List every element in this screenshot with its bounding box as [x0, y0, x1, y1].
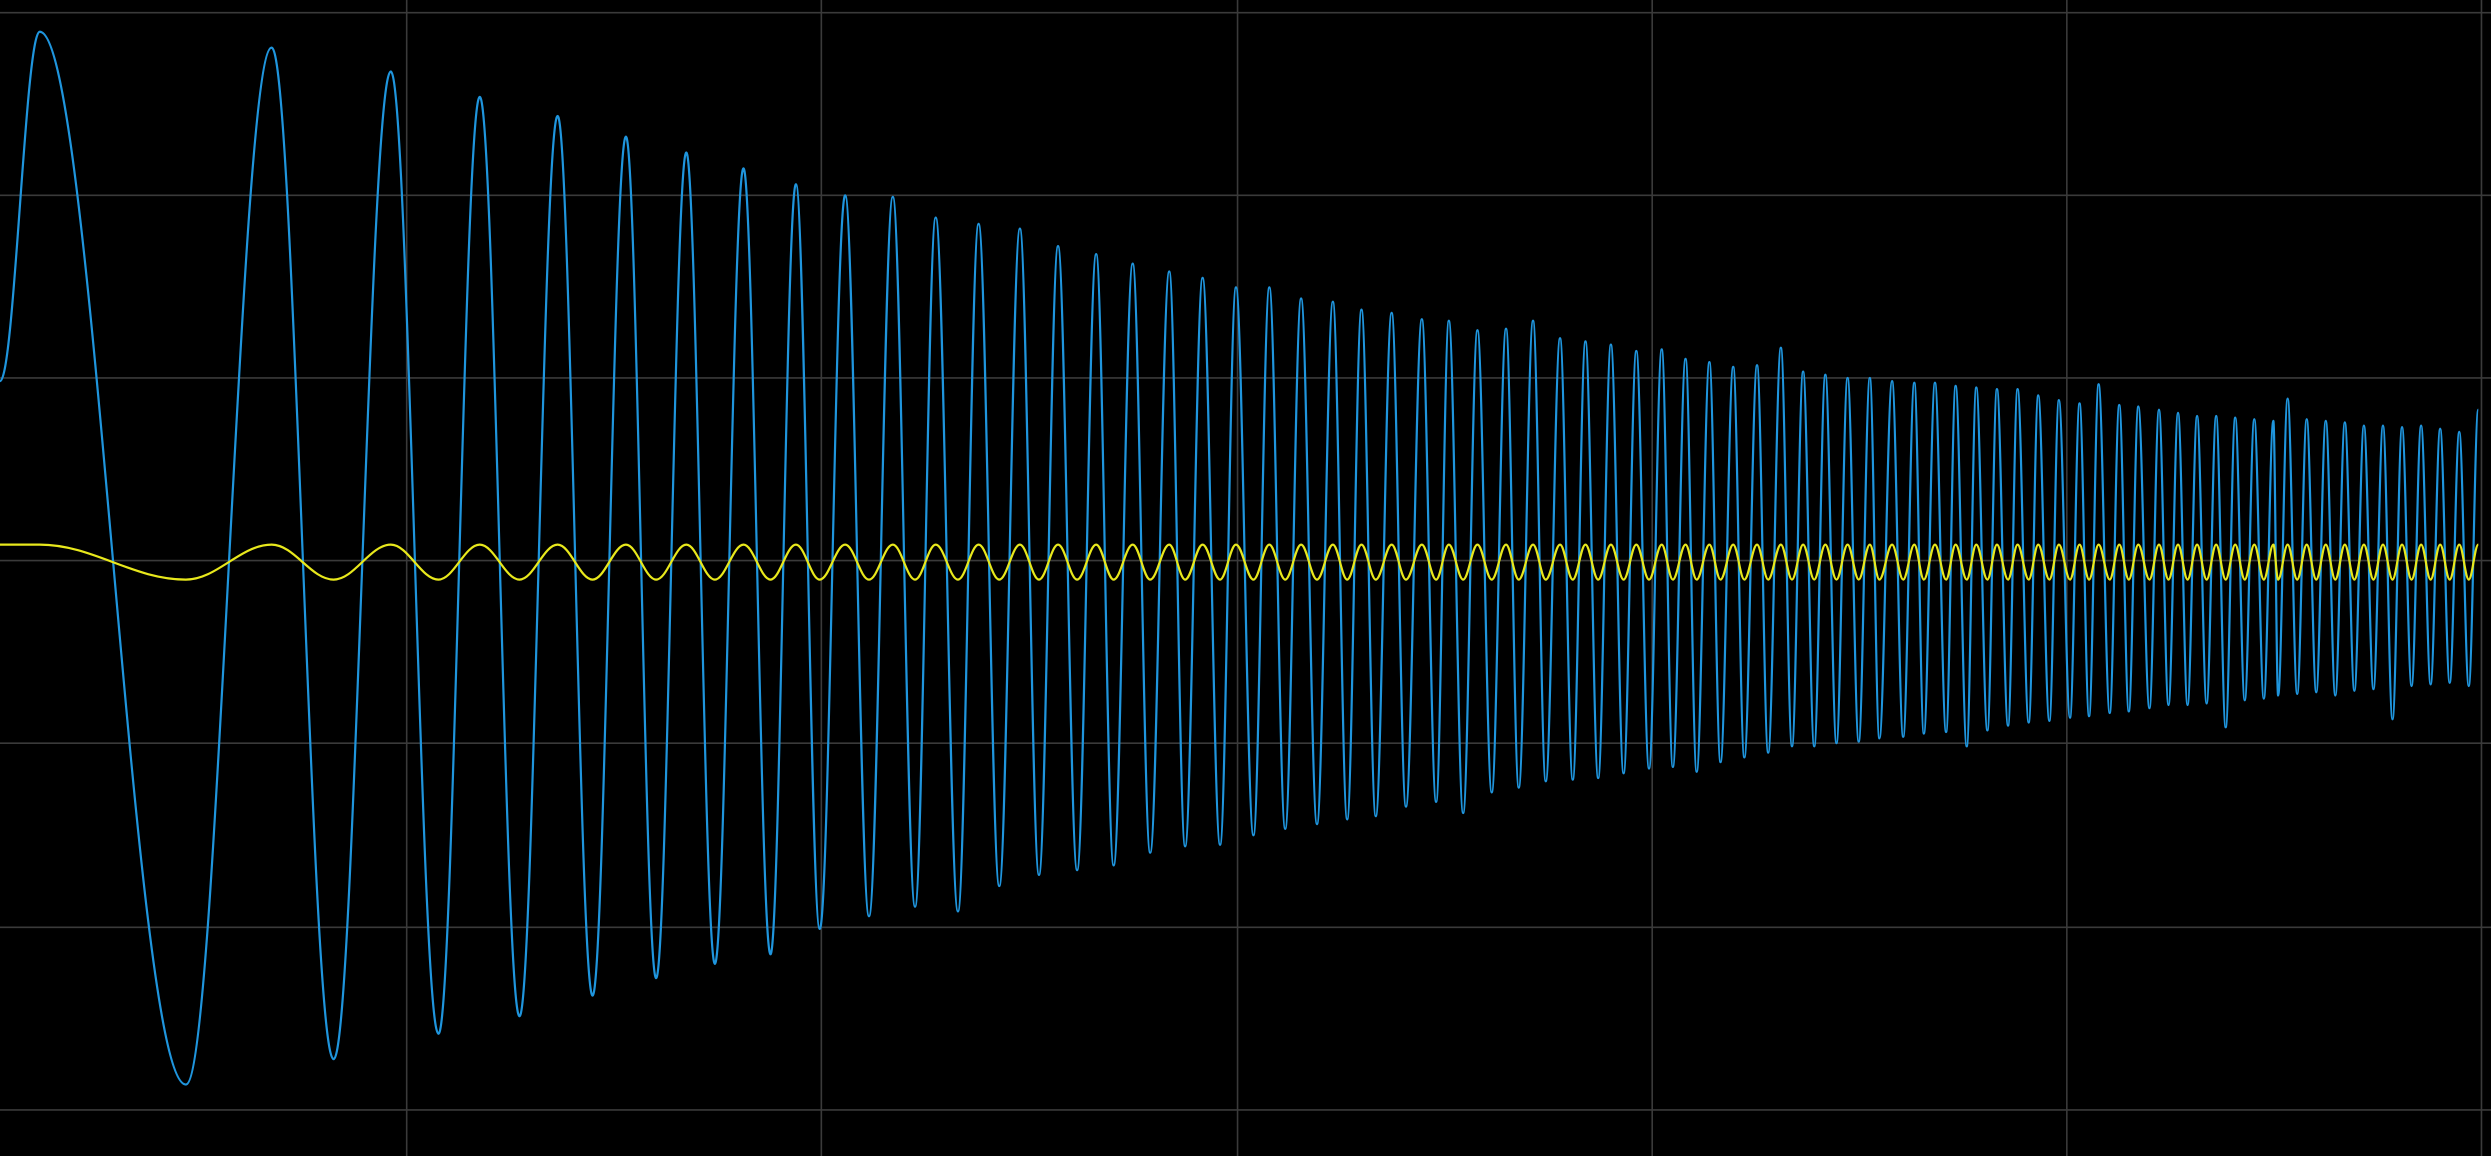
signal-trace [0, 30, 2480, 1086]
signal-trace [0, 543, 2480, 581]
